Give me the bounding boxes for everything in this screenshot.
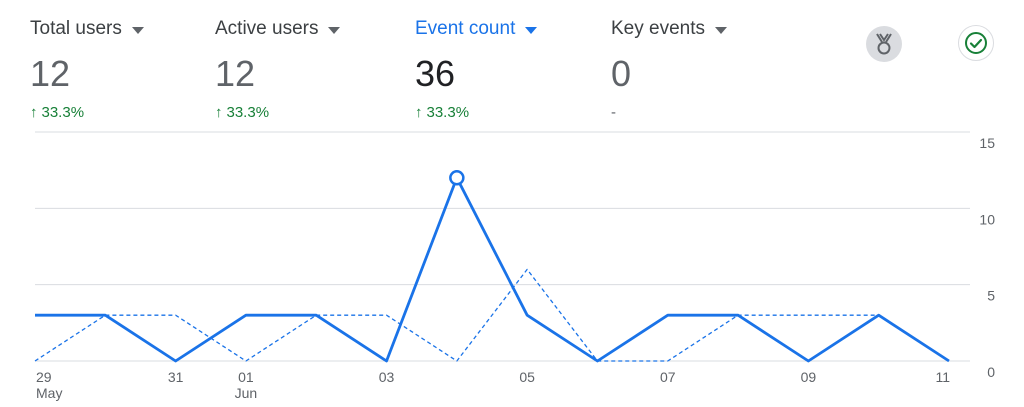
metric-change-label: 33.3% [426, 104, 470, 121]
metric-title[interactable]: Active users [215, 18, 341, 40]
series-line-dashed [34, 268, 879, 362]
x-tick-label: 31 [168, 369, 184, 385]
metric-title[interactable]: Event count [415, 18, 538, 40]
metric-value: 36 [415, 53, 456, 94]
arrow-up-icon: ↑ [415, 104, 423, 121]
metric-change-label: 33.3% [226, 104, 270, 121]
series-line-solid [35, 176, 950, 363]
metric-title-label: Event count [415, 18, 516, 39]
metric-value: 12 [30, 53, 71, 94]
award-ribbon-glyph [876, 33, 892, 55]
metric-title-label: Total users [30, 18, 122, 39]
y-tick-label: 0 [987, 364, 995, 380]
x-tick-label: 11 [935, 369, 950, 385]
x-tick-label: 29 [36, 369, 52, 385]
data-point-marker[interactable] [449, 170, 465, 186]
y-axis-ticks: 0 5 10 15 [979, 135, 995, 380]
metric-total-users[interactable]: Total users 12 ↑ 33.3% [30, 18, 144, 121]
chart-grid [35, 131, 970, 362]
caret-down-icon [525, 26, 538, 34]
y-tick-label: 10 [979, 211, 995, 227]
x-tick-label: 05 [519, 369, 535, 385]
check-circle-icon[interactable] [958, 25, 994, 61]
x-tick-label: 01 [238, 369, 254, 385]
metric-change-label: - [611, 104, 616, 121]
check-circle-glyph [965, 32, 987, 54]
caret-down-icon [131, 26, 144, 34]
metric-title-label: Key events [611, 18, 705, 39]
metric-value: 0 [611, 53, 632, 94]
caret-down-icon [715, 26, 727, 34]
metric-title-label: Active users [215, 18, 319, 39]
x-tick-label: 07 [660, 369, 676, 385]
metric-value: 12 [215, 53, 256, 94]
x-tick-sublabel: Jun [235, 385, 258, 401]
x-tick-sublabel: May [36, 385, 62, 401]
arrow-up-icon: ↑ [30, 104, 38, 121]
caret-down-icon [328, 26, 341, 34]
metrics-row: Total users 12 ↑ 33.3% Active users 12 ↑… [0, 0, 1024, 130]
metric-active-users[interactable]: Active users 12 ↑ 33.3% [215, 18, 341, 121]
x-tick-label: 03 [379, 369, 395, 385]
metric-title[interactable]: Total users [30, 18, 144, 40]
arrow-up-icon: ↑ [215, 104, 223, 121]
y-tick-label: 5 [987, 288, 995, 304]
x-tick-label: 09 [801, 369, 817, 385]
metric-change: ↑ 33.3% [215, 104, 340, 121]
chart-series [34, 170, 950, 363]
y-tick-label: 15 [979, 135, 995, 151]
metric-change: ↑ 33.3% [415, 104, 537, 121]
metric-event-count[interactable]: Event count 36 ↑ 33.3% [415, 18, 538, 121]
metric-change: ↑ 33.3% [30, 104, 144, 121]
metric-change: ↑ - [611, 104, 727, 121]
metric-change-label: 33.3% [41, 104, 85, 121]
metric-key-events[interactable]: Key events 0 ↑ - [611, 18, 727, 121]
metric-title[interactable]: Key events [611, 18, 727, 40]
award-ribbon-icon[interactable] [866, 26, 902, 62]
